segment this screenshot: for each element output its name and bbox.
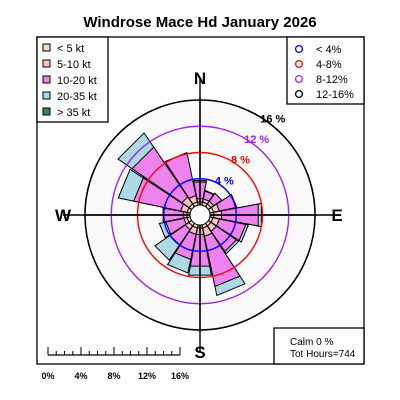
calm-hub [189,204,211,226]
speed-legend-swatch-4 [42,107,51,116]
ring-legend: < 4% 4-8% 8-12% 12-16% [294,44,354,101]
scale-label-0: 0% [41,371,54,381]
total-hours-text: Tot Hours=744 [290,349,356,360]
speed-legend: < 5 kt 5-10 kt 10-20 kt 20-35 kt > 35 kt [42,43,97,119]
chart-title: Windrose Mace Hd January 2026 [83,14,316,31]
ring-label-16: 16 % [260,113,285,125]
ring-label-8: 8 % [231,155,250,167]
speed-legend-swatch-1 [42,59,51,68]
calm-text: Calm 0 % [290,337,333,348]
scale-bar: 0% 4% 8% 12% 16% [41,347,189,381]
ring-legend-marker-2 [294,74,304,84]
speed-legend-label-1: 5-10 kt [57,59,91,71]
compass-labels: N E S W [55,69,343,362]
scale-label-1: 4% [74,371,87,381]
speed-legend-label-0: < 5 kt [57,43,84,55]
compass-n: N [194,69,206,88]
ring-legend-marker-1 [294,59,304,69]
compass-s: S [194,343,205,362]
speed-legend-label-2: 10-20 kt [57,75,97,87]
speed-legend-label-3: 20-35 kt [57,91,97,103]
compass-w: W [55,206,72,225]
ring-legend-marker-0 [294,44,304,54]
ring-legend-box [286,36,365,105]
ring-label-4: 4 % [215,175,234,187]
ring-legend-label-1: 4-8% [316,59,342,71]
ring-legend-label-2: 8-12% [316,74,348,86]
compass-e: E [331,206,342,225]
ring-label-12: 12 % [244,134,269,146]
plot-frame [36,36,365,365]
speed-legend-label-4: > 35 kt [57,107,90,119]
speed-legend-swatch-2 [42,75,51,84]
ring-labels: 4 % 8 % 12 % 16 % [215,113,286,187]
scale-label-4: 16% [171,371,189,381]
scale-label-2: 8% [107,371,120,381]
speed-legend-swatch-0 [42,43,51,52]
compass-spokes [63,78,337,352]
calm-box [273,327,365,365]
scale-label-3: 12% [138,371,156,381]
speed-legend-swatch-3 [42,91,51,100]
ring-legend-label-0: < 4% [316,44,342,56]
ring-legend-marker-3 [294,89,304,99]
ring-legend-label-3: 12-16% [316,89,354,101]
